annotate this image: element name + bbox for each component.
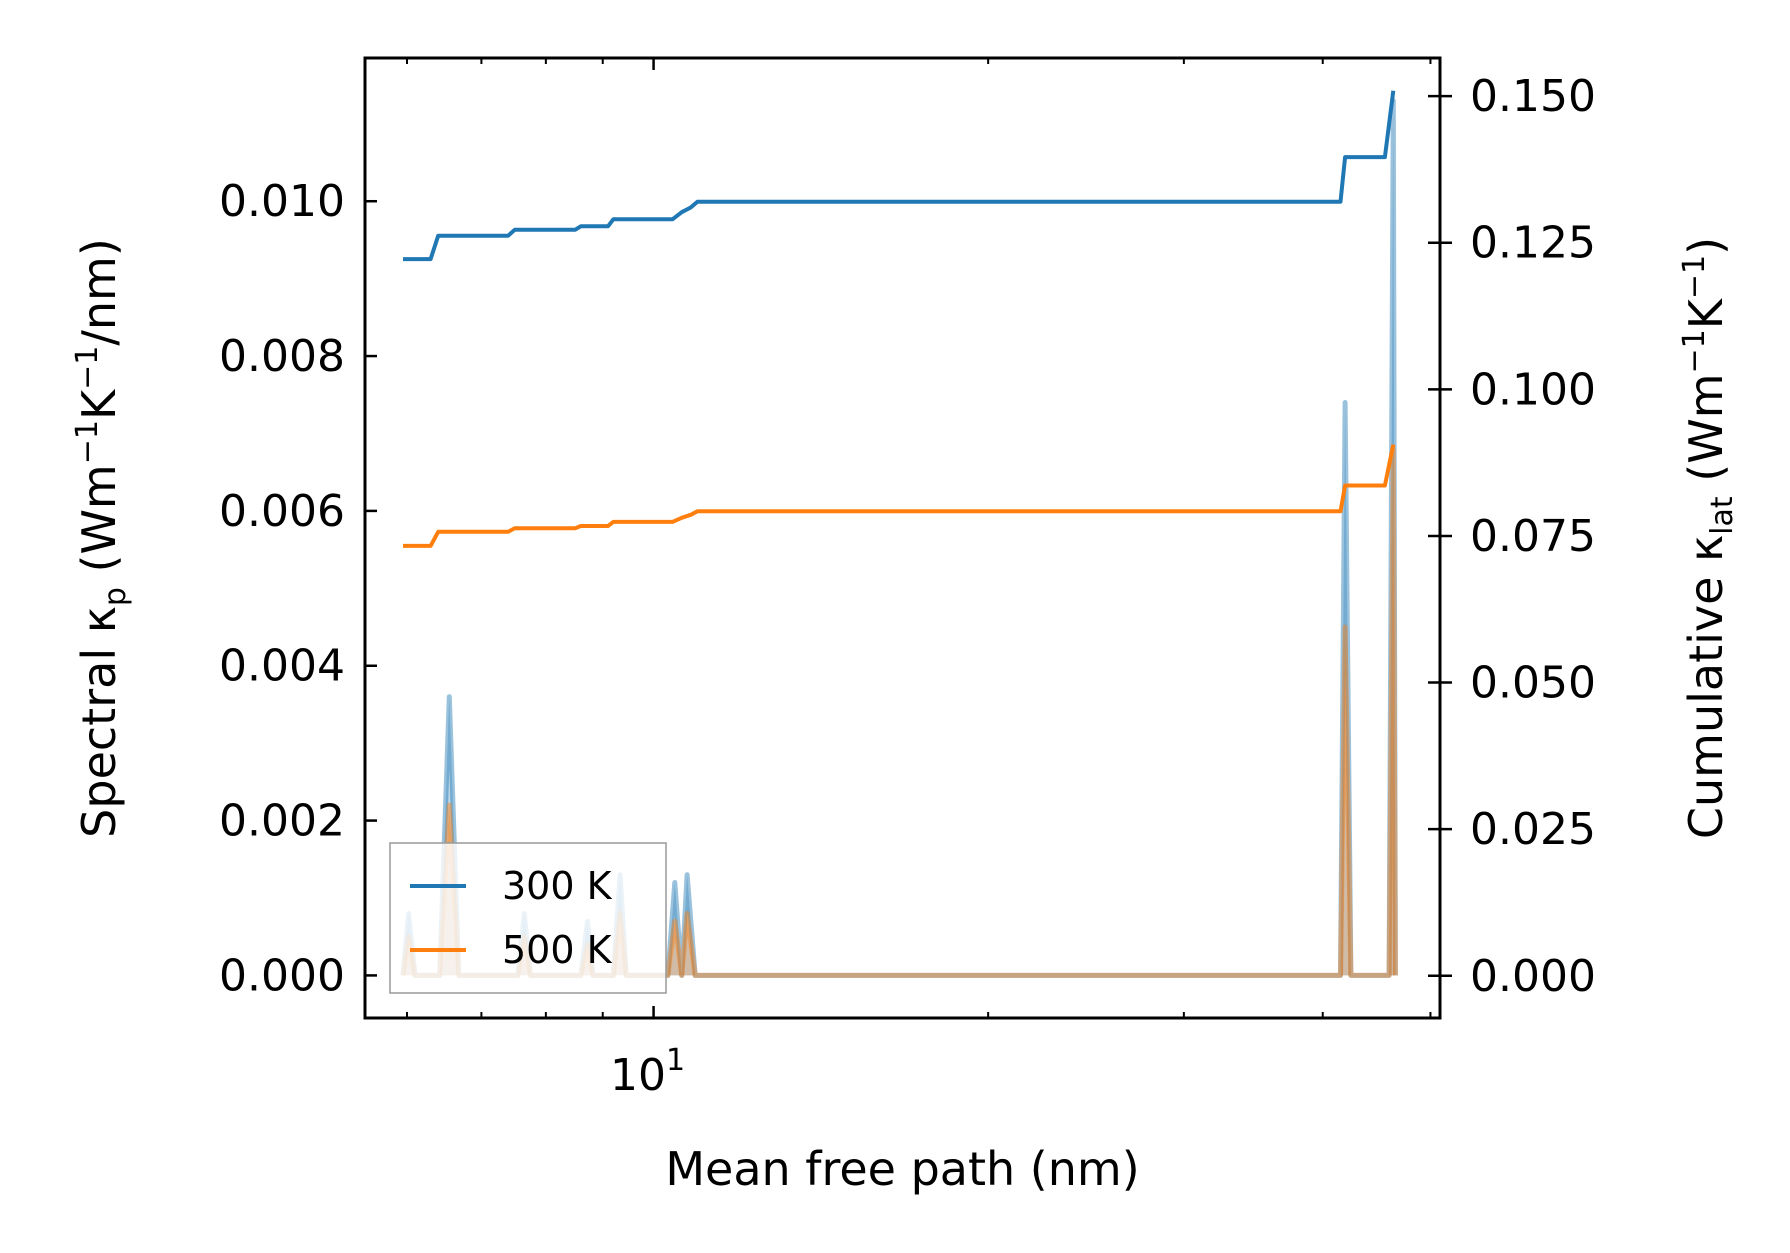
right-y-tick-label: 0.150	[1470, 71, 1596, 122]
left-y-tick-label: 0.008	[219, 331, 345, 382]
right-y-tick-label: 0.100	[1470, 364, 1596, 415]
left-y-tick-label: 0.000	[219, 950, 345, 1001]
legend: 300 K 500 K	[389, 842, 667, 994]
left-y-tick-label: 0.002	[219, 796, 345, 847]
cumulative-line-0	[403, 90, 1396, 262]
cumulative-line-1	[403, 444, 1396, 548]
right-y-tick-label: 0.075	[1470, 511, 1596, 562]
left-y-axis-title: Spectral κp (Wm−1K−1/nm)	[70, 238, 133, 838]
right-y-tick-label: 0.050	[1470, 658, 1596, 709]
right-y-axis-title: Cumulative κlat (Wm−1K−1)	[1677, 237, 1740, 839]
legend-label-0: 300 K	[502, 864, 613, 908]
right-y-tick-label: 0.025	[1470, 804, 1596, 855]
left-y-tick-label: 0.010	[219, 176, 345, 227]
legend-label-1: 500 K	[502, 928, 613, 972]
ticks-layer: 0.000 0.002 0.004 0.006 0.008 0.010 0.000 0.025…	[219, 58, 1596, 1101]
left-y-tick-label: 0.004	[219, 641, 345, 692]
x-axis-title: Mean free path (nm)	[665, 1142, 1139, 1196]
axis-labels: Mean free path (nm) Spectral κp (Wm−1K−1/…	[70, 237, 1740, 1196]
right-y-tick-label: 0.000	[1470, 951, 1596, 1002]
left-y-tick-label: 0.006	[219, 486, 345, 537]
right-y-tick-label: 0.125	[1470, 218, 1596, 269]
legend-frame	[389, 842, 667, 994]
plot-frame	[363, 56, 1442, 1020]
